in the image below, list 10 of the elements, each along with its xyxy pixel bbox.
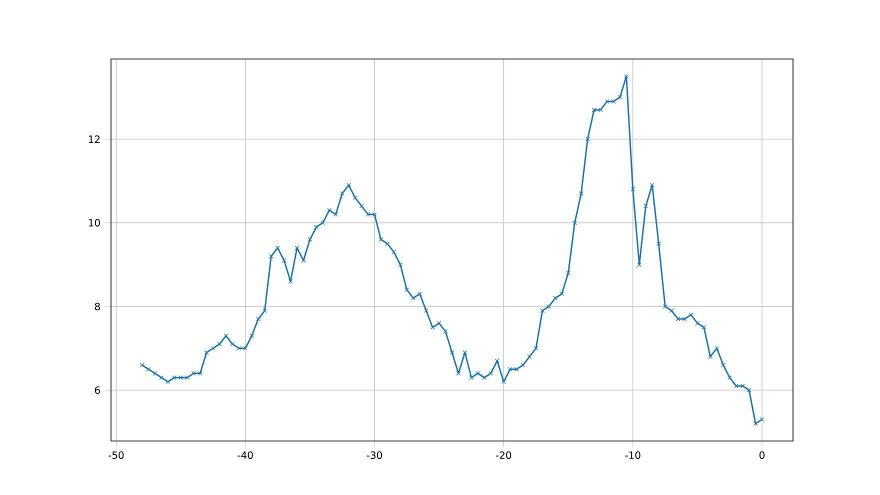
- y-tick-label: 6: [94, 386, 100, 394]
- x-tick-label: -20: [496, 451, 512, 459]
- x-tick-label: -40: [238, 451, 253, 459]
- x-tick-label: -50: [108, 451, 124, 459]
- x-tick-label: -10: [625, 451, 640, 459]
- x-tick-label: 0: [759, 451, 765, 459]
- x-tick-label: -30: [366, 451, 382, 459]
- y-tick-label: 8: [94, 302, 100, 310]
- y-tick-label: 10: [88, 219, 100, 227]
- y-tick-label: 12: [88, 135, 100, 143]
